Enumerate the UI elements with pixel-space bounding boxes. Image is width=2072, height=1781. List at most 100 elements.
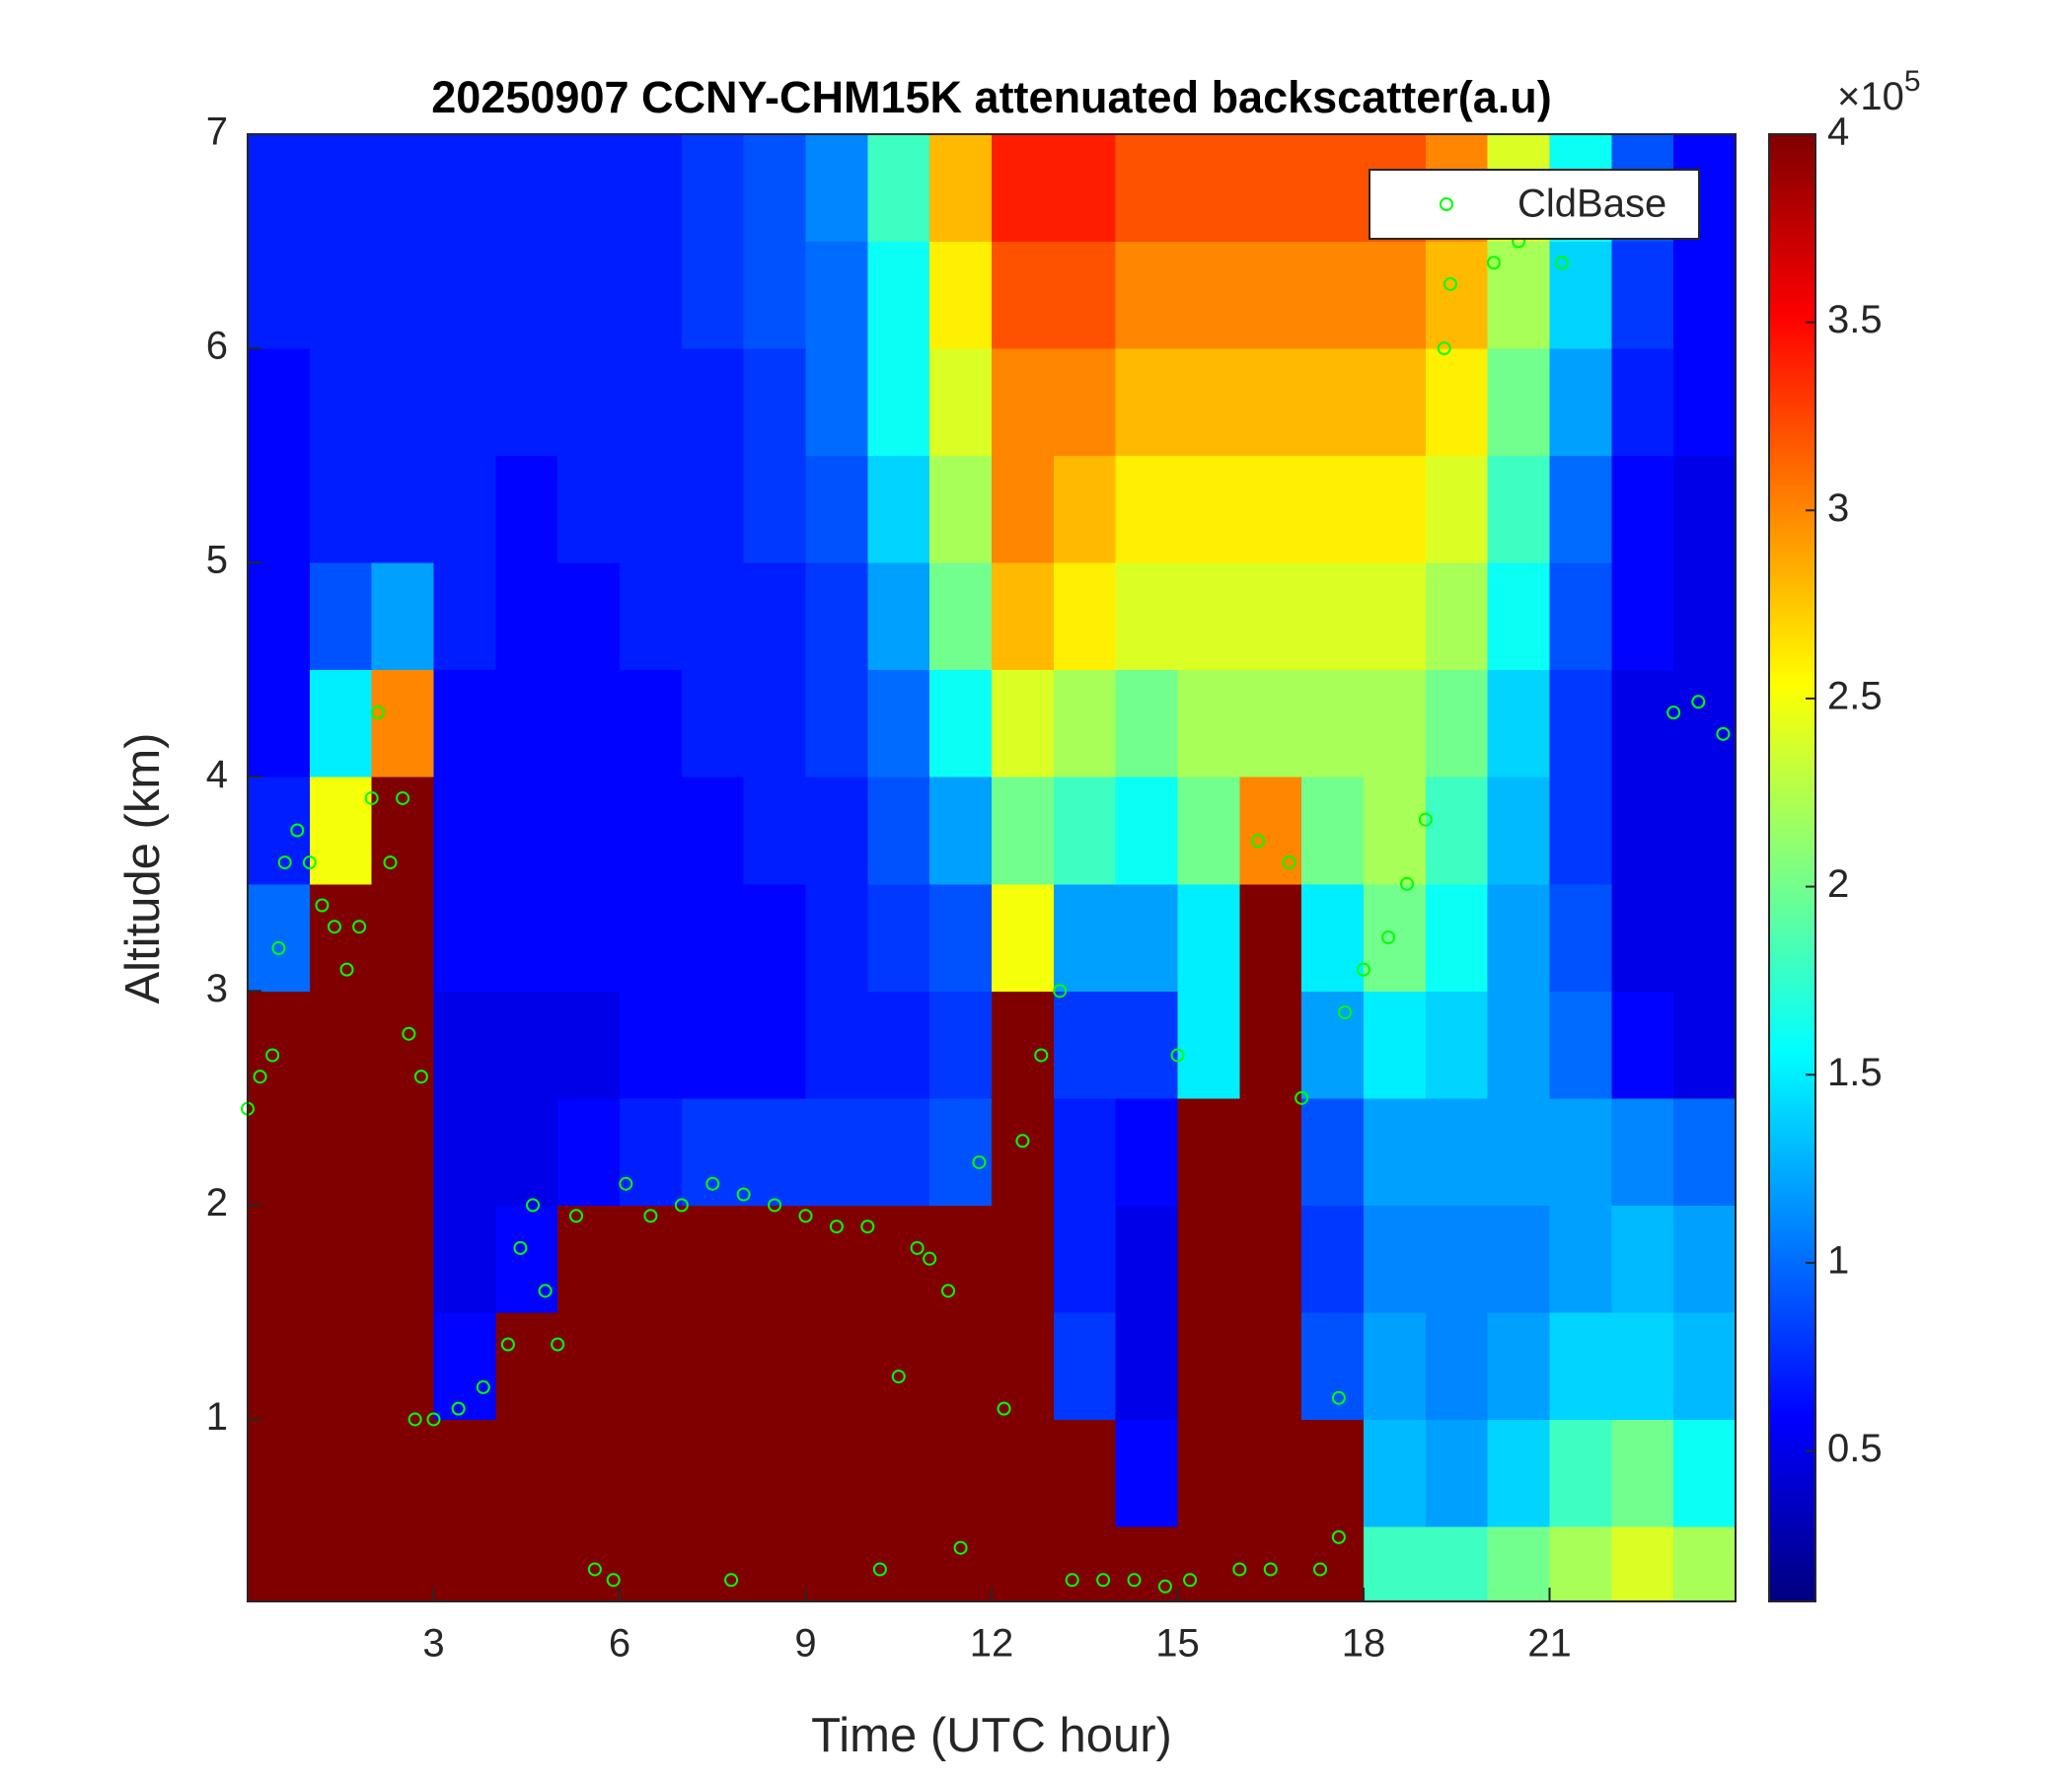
heatmap-cell <box>1177 669 1240 778</box>
heatmap-cell <box>929 1205 993 1313</box>
heatmap-cell <box>1673 1205 1737 1313</box>
heatmap-cell <box>620 241 683 349</box>
heatmap-cell <box>992 1311 1055 1420</box>
heatmap-cell <box>805 1097 868 1206</box>
heatmap-cell <box>929 883 993 992</box>
heatmap-cell <box>1115 1097 1178 1206</box>
heatmap-cell <box>743 1205 806 1313</box>
heatmap-cell <box>1549 1419 1612 1527</box>
heatmap-cell <box>433 883 496 992</box>
cloud-base-point <box>1357 962 1370 977</box>
cloud-base-point <box>1313 1562 1328 1577</box>
cloud-base-point <box>1331 1390 1346 1405</box>
cloud-base-point <box>413 1070 428 1084</box>
heatmap-cell <box>1301 455 1365 563</box>
cloud-base-point <box>1331 1529 1346 1544</box>
heatmap-cell <box>309 134 373 243</box>
heatmap-cell <box>743 134 806 243</box>
colorbar-tick-label: 2 <box>1827 862 1849 906</box>
heatmap-cell <box>1053 1419 1117 1527</box>
cloud-base-point <box>768 1198 782 1213</box>
heatmap-cell <box>867 241 930 349</box>
heatmap-cell <box>1115 1205 1178 1313</box>
heatmap-cell <box>1364 348 1427 457</box>
heatmap-cell <box>1673 1311 1737 1420</box>
heatmap-cell <box>309 241 373 349</box>
chart-title: 20250907 CCNY-CHM15K attenuated backscat… <box>431 72 1551 122</box>
heatmap-cell <box>1487 883 1550 992</box>
heatmap-cell <box>495 1419 558 1527</box>
cloud-base-point <box>383 855 398 870</box>
y-tick-label: 1 <box>206 1395 228 1439</box>
heatmap-cell <box>495 134 558 243</box>
heatmap-cell <box>1239 1311 1302 1420</box>
heatmap-cell <box>1673 241 1737 349</box>
heatmap-cell <box>1611 777 1674 885</box>
cloud-base-point <box>1443 276 1457 291</box>
heatmap-cell <box>1425 991 1489 1099</box>
heatmap-cell <box>867 1419 930 1527</box>
heatmap-cell <box>992 991 1055 1099</box>
heatmap-cell <box>495 883 558 992</box>
heatmap-cell <box>805 455 868 563</box>
heatmap-cell <box>743 562 806 671</box>
cloud-base-point <box>1381 930 1396 945</box>
heatmap-cell <box>867 991 930 1099</box>
heatmap-cell <box>1611 883 1674 992</box>
heatmap-cell <box>248 1205 311 1313</box>
heatmap-cell <box>992 883 1055 992</box>
heatmap-cell <box>992 1205 1055 1313</box>
heatmap-cell <box>1177 1097 1240 1206</box>
heatmap-cell <box>557 991 621 1099</box>
heatmap-cell <box>1239 134 1302 243</box>
cloud-base-point <box>972 1154 987 1169</box>
heatmap-cell <box>495 562 558 671</box>
heatmap-cell <box>1301 241 1365 349</box>
cloud-base-point <box>1716 726 1731 741</box>
cloud-base-point <box>352 920 367 934</box>
heatmap-cell <box>1611 455 1674 563</box>
heatmap-cell <box>867 1205 930 1313</box>
heatmap-cell <box>1053 669 1117 778</box>
heatmap-cell <box>1301 669 1365 778</box>
heatmap-cell <box>248 1097 311 1206</box>
heatmap-cell <box>309 1311 373 1420</box>
colorbar-tick-label: 3 <box>1827 486 1849 530</box>
heatmap-cell <box>557 1205 621 1313</box>
heatmap-cell <box>495 1097 558 1206</box>
cloud-base-point <box>643 1209 658 1224</box>
y-tick-label: 7 <box>206 111 228 154</box>
y-tick-label: 4 <box>206 753 228 796</box>
heatmap-cell <box>1549 883 1612 992</box>
heatmap-cell <box>248 1526 311 1602</box>
heatmap-cell <box>1177 991 1240 1099</box>
heatmap-cell <box>681 1311 745 1420</box>
cloud-base-point <box>364 790 379 805</box>
heatmap-cell <box>681 562 745 671</box>
heatmap-cell <box>1177 1419 1240 1527</box>
heatmap-cell <box>371 1526 434 1602</box>
heatmap-cell <box>557 1311 621 1420</box>
heatmap-cell <box>1053 455 1117 563</box>
heatmap-cell <box>1177 1311 1240 1420</box>
heatmap-cell <box>309 562 373 671</box>
heatmap-cell <box>371 669 434 778</box>
x-tick-label: 3 <box>422 1622 444 1666</box>
heatmap-cell <box>681 241 745 349</box>
heatmap-cell <box>248 991 311 1099</box>
heatmap-cell <box>1239 562 1302 671</box>
cloud-base-point <box>1555 256 1570 270</box>
heatmap-cell <box>557 562 621 671</box>
heatmap-cell <box>743 991 806 1099</box>
heatmap-cell <box>805 1419 868 1527</box>
heatmap-cell <box>1053 134 1117 243</box>
heatmap-cell <box>867 1097 930 1206</box>
heatmap-cell <box>1673 991 1737 1099</box>
heatmap-cell <box>371 1205 434 1313</box>
heatmap-cell <box>557 241 621 349</box>
heatmap-cell <box>1673 777 1737 885</box>
heatmap-cell <box>248 455 311 563</box>
cloud-base-point <box>860 1220 875 1234</box>
heatmap-cell <box>1487 562 1550 671</box>
heatmap-cell <box>929 348 993 457</box>
